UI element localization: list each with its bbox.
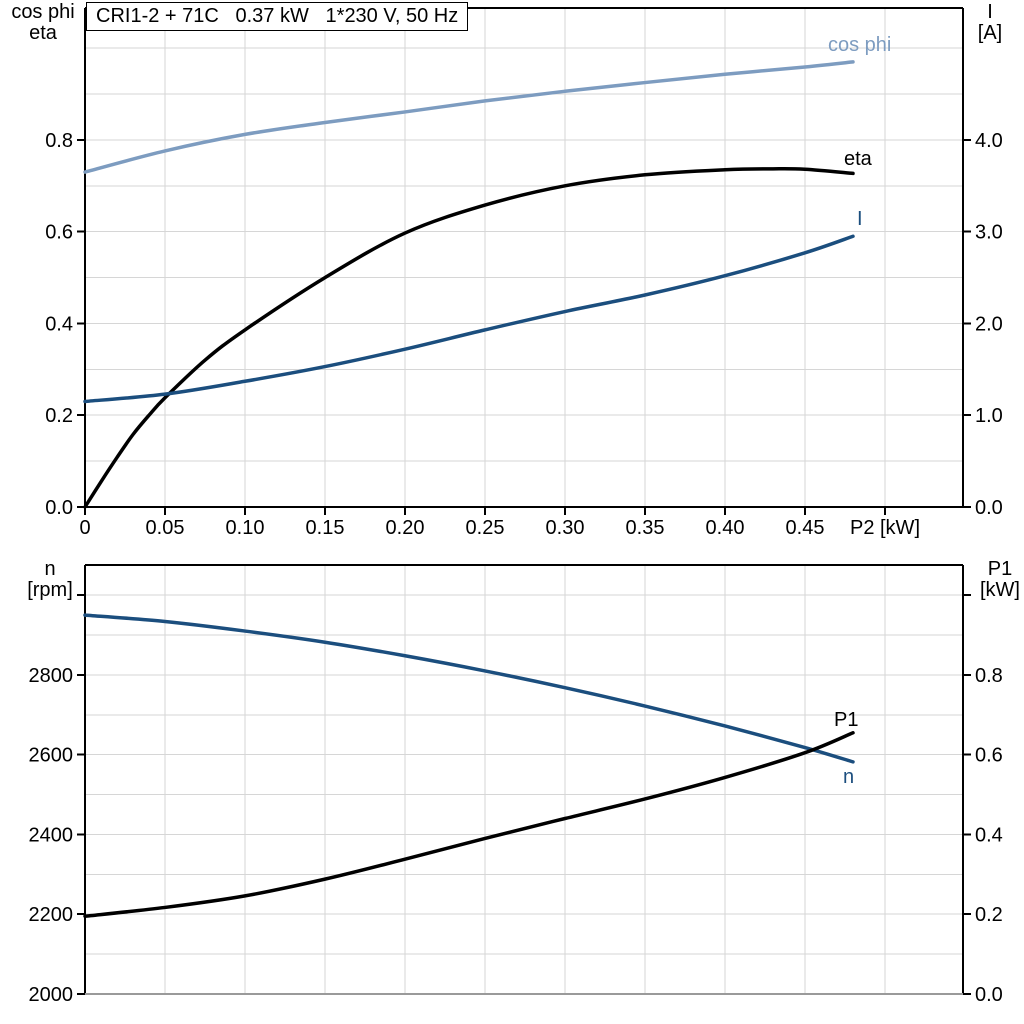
top-ytick-left: 0.6 (45, 222, 73, 244)
current-axis-label: I (987, 1, 993, 23)
n-curve (83, 613, 855, 764)
top-ytick-right: 0.0 (975, 497, 1003, 519)
rpm-unit-label: [rpm] (27, 579, 73, 601)
top-ytick-left: 0.2 (45, 405, 73, 427)
chart-title-box: CRI1-2 + 71C 0.37 kW 1*230 V, 50 Hz (86, 2, 469, 31)
bottom-curves (83, 613, 855, 918)
current-curve-label: I (857, 208, 863, 230)
cos-phi-axis-label: cos phi (11, 1, 75, 23)
top-xtick: 0.30 (546, 517, 585, 539)
bottom-ytick-right: 0.4 (975, 824, 1003, 846)
top-xtick: 0.15 (306, 517, 345, 539)
bottom-gridlines (85, 565, 963, 994)
top-left-axis-label: cos phi eta (6, 2, 80, 44)
bottom-ytick-left: 2600 (29, 745, 74, 767)
speed-axis-label: n (44, 558, 56, 580)
p1-axis-label: P1 (987, 558, 1013, 580)
top-gridlines (85, 8, 963, 507)
bottom-ytick-right: 0.8 (975, 665, 1003, 687)
top-xtick: 0.10 (226, 517, 265, 539)
bottom-ytick-right: 0.6 (975, 745, 1003, 767)
bottom-ytick-right: 0.0 (975, 984, 1003, 1006)
bottom-frame (84, 564, 964, 995)
top-xtick: 0.05 (146, 517, 185, 539)
bottom-ytick-left: 2800 (29, 665, 74, 687)
top-xtick: 0 (79, 517, 90, 539)
top-ytick-left: 0.8 (45, 130, 73, 152)
top-ytick-right: 1.0 (975, 405, 1003, 427)
cos-phi-curve-label: cos phi (828, 34, 892, 56)
top-curves (83, 60, 855, 509)
bottom-right-axis-label: P1 [kW] (962, 559, 1024, 601)
top-ytick-right: 4.0 (975, 130, 1003, 152)
i-curve (83, 234, 855, 404)
top-xtick: 0.20 (386, 517, 425, 539)
cos-phi-curve (83, 60, 855, 174)
top-xtick: 0.35 (626, 517, 665, 539)
bottom-ytick-left: 2200 (29, 904, 74, 926)
bottom-ytick-right: 0.2 (975, 904, 1003, 926)
top-ytick-left: 0.0 (45, 497, 73, 519)
ampere-unit-label: [A] (977, 22, 1003, 44)
top-frame (84, 7, 964, 508)
p1-curve-label: P1 (834, 709, 859, 731)
top-right-axis-label: I [A] (958, 2, 1022, 44)
eta-axis-label: eta (29, 22, 57, 44)
top-ytick-left: 0.4 (45, 313, 73, 335)
eta-curve (83, 166, 855, 509)
top-xtick: 0.25 (466, 517, 505, 539)
eta-curve-label: eta (844, 148, 872, 170)
x-axis-title: P2 [kW] (850, 517, 920, 539)
n-curve-label: n (843, 766, 855, 788)
kw-unit-label: [kW] (980, 579, 1020, 601)
top-ytick-right: 2.0 (975, 313, 1003, 335)
top-ticks: 0.0 0.2 0.4 0.6 0.8 0.0 1.0 2.0 3.0 4.0 0 0.05 0.10 0… (45, 130, 1003, 539)
bottom-ytick-left: 2000 (29, 984, 74, 1006)
top-xtick: 0.40 (706, 517, 745, 539)
bottom-ytick-left: 2400 (29, 824, 74, 846)
bottom-ticks: 2000 2200 2400 2600 2800 0.0 0.2 0.4 0.6 0.8 (29, 594, 1003, 1006)
bottom-left-axis-label: n [rpm] (10, 559, 90, 601)
top-ytick-right: 3.0 (975, 222, 1003, 244)
p1-curve (83, 731, 855, 918)
top-xtick: 0.45 (786, 517, 825, 539)
